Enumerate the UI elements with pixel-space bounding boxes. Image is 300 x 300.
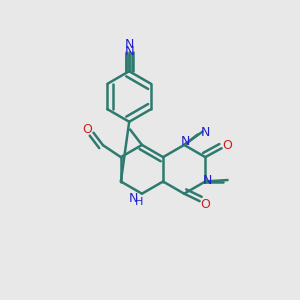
Text: N: N — [180, 135, 190, 148]
Text: N: N — [125, 44, 135, 58]
Text: N: N — [124, 38, 134, 51]
Text: N: N — [129, 192, 138, 205]
Text: H: H — [135, 197, 143, 207]
Text: O: O — [82, 123, 92, 136]
Text: O: O — [222, 139, 232, 152]
Text: N: N — [203, 174, 212, 187]
Text: O: O — [201, 198, 211, 211]
Text: N: N — [201, 126, 211, 139]
